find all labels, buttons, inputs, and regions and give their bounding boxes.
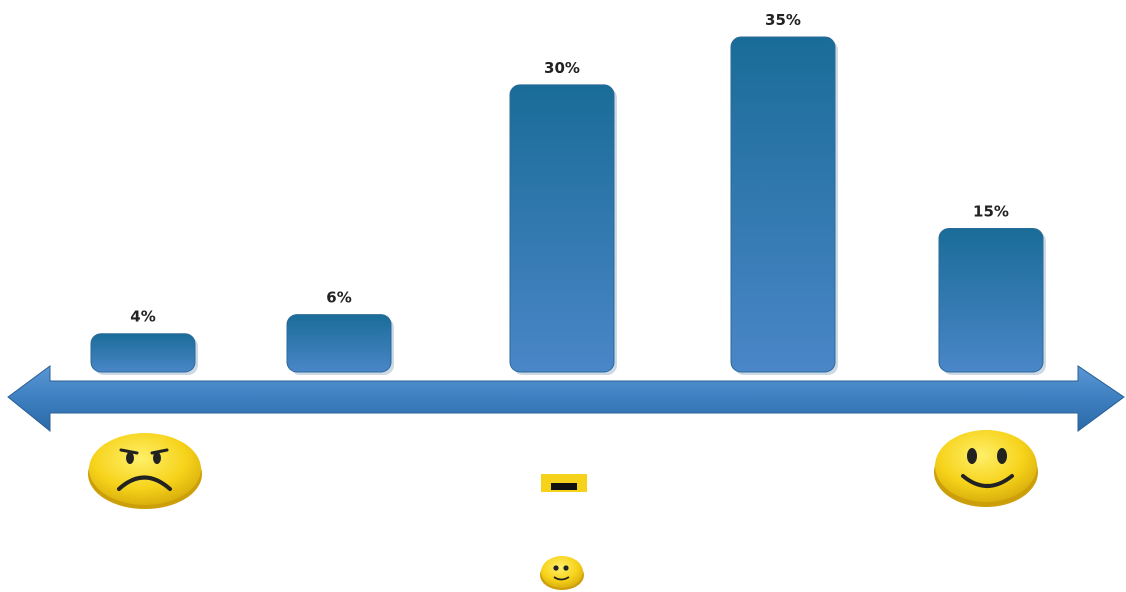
bar-4 (730, 36, 836, 373)
value-label-2: 6% (326, 289, 351, 307)
scale-arrow (7, 365, 1125, 433)
happy-face-icon (934, 430, 1038, 507)
bars-group (90, 36, 1046, 376)
value-label-3: 30% (544, 59, 580, 77)
small-smiley-icon (540, 556, 584, 590)
bar-2 (286, 314, 392, 373)
value-label-1: 4% (130, 308, 155, 326)
value-label-4: 35% (765, 11, 801, 29)
sad-face-icon (88, 433, 202, 509)
bar-5 (938, 227, 1044, 373)
bar-1 (90, 333, 196, 373)
value-label-5: 15% (973, 202, 1009, 220)
value-labels-group: 4% 6% 30% 35% 15% (130, 11, 1009, 326)
neutral-face-icon (541, 474, 587, 492)
bar-3 (509, 84, 615, 373)
